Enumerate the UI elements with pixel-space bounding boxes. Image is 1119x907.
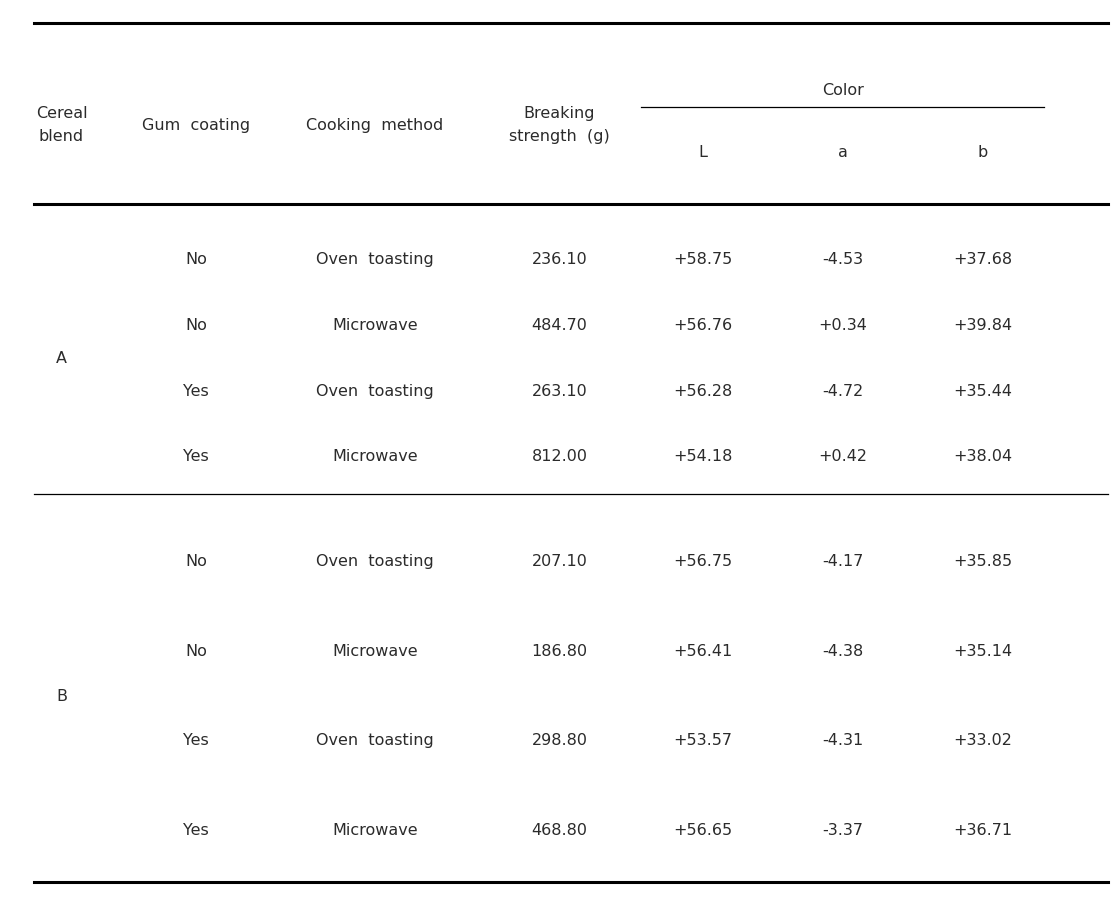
Text: Yes: Yes <box>182 384 209 399</box>
Text: +56.65: +56.65 <box>674 823 732 838</box>
Text: strength  (g): strength (g) <box>509 129 610 143</box>
Text: 484.70: 484.70 <box>532 317 587 333</box>
Text: 468.80: 468.80 <box>532 823 587 838</box>
Text: Oven  toasting: Oven toasting <box>316 384 434 399</box>
Text: -4.72: -4.72 <box>822 384 863 399</box>
Text: +39.84: +39.84 <box>953 317 1012 333</box>
Text: 236.10: 236.10 <box>532 252 587 268</box>
Text: Yes: Yes <box>182 449 209 464</box>
Text: +56.28: +56.28 <box>674 384 732 399</box>
Text: Microwave: Microwave <box>332 449 417 464</box>
Text: Oven  toasting: Oven toasting <box>316 252 434 268</box>
Text: +58.75: +58.75 <box>674 252 732 268</box>
Text: +35.14: +35.14 <box>953 644 1012 658</box>
Text: +35.85: +35.85 <box>953 554 1012 570</box>
Text: +0.34: +0.34 <box>818 317 867 333</box>
Text: +0.42: +0.42 <box>818 449 867 464</box>
Text: b: b <box>977 145 988 160</box>
Text: B: B <box>56 688 67 704</box>
Text: No: No <box>185 644 207 658</box>
Text: 186.80: 186.80 <box>532 644 587 658</box>
Text: a: a <box>838 145 847 160</box>
Text: Breaking: Breaking <box>524 106 595 121</box>
Text: 812.00: 812.00 <box>532 449 587 464</box>
Text: Yes: Yes <box>182 823 209 838</box>
Text: No: No <box>185 554 207 570</box>
Text: Oven  toasting: Oven toasting <box>316 734 434 748</box>
Text: Cereal: Cereal <box>36 106 87 121</box>
Text: -4.53: -4.53 <box>822 252 863 268</box>
Text: Color: Color <box>821 83 864 98</box>
Text: L: L <box>698 145 707 160</box>
Text: 263.10: 263.10 <box>532 384 587 399</box>
Text: A: A <box>56 351 67 366</box>
Text: +54.18: +54.18 <box>673 449 733 464</box>
Text: Cooking  method: Cooking method <box>307 118 443 132</box>
Text: Microwave: Microwave <box>332 823 417 838</box>
Text: No: No <box>185 317 207 333</box>
Text: Microwave: Microwave <box>332 317 417 333</box>
Text: 298.80: 298.80 <box>532 734 587 748</box>
Text: Microwave: Microwave <box>332 644 417 658</box>
Text: -4.17: -4.17 <box>822 554 863 570</box>
Text: +33.02: +33.02 <box>953 734 1012 748</box>
Text: -3.37: -3.37 <box>822 823 863 838</box>
Text: +56.41: +56.41 <box>674 644 732 658</box>
Text: No: No <box>185 252 207 268</box>
Text: +37.68: +37.68 <box>953 252 1012 268</box>
Text: +56.76: +56.76 <box>674 317 732 333</box>
Text: +35.44: +35.44 <box>953 384 1012 399</box>
Text: +38.04: +38.04 <box>953 449 1012 464</box>
Text: Yes: Yes <box>182 734 209 748</box>
Text: +36.71: +36.71 <box>953 823 1012 838</box>
Text: -4.31: -4.31 <box>822 734 863 748</box>
Text: Oven  toasting: Oven toasting <box>316 554 434 570</box>
Text: +56.75: +56.75 <box>674 554 732 570</box>
Text: Gum  coating: Gum coating <box>142 118 250 132</box>
Text: 207.10: 207.10 <box>532 554 587 570</box>
Text: -4.38: -4.38 <box>822 644 863 658</box>
Text: blend: blend <box>39 129 84 143</box>
Text: +53.57: +53.57 <box>674 734 732 748</box>
